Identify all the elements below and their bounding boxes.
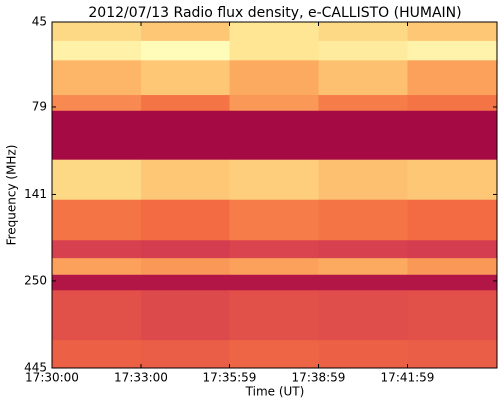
heatmap-cell <box>318 199 409 241</box>
x-tick-label: 17:38:59 <box>292 371 346 385</box>
heatmap-cell <box>141 340 231 369</box>
heatmap-cell <box>141 240 231 259</box>
heatmap-cell <box>52 240 142 259</box>
heatmap-cell <box>52 110 142 161</box>
heatmap-cell <box>407 240 498 259</box>
heatmap-cell <box>141 110 231 161</box>
heatmap-cell <box>407 95 498 112</box>
heatmap-cell <box>141 40 231 61</box>
heatmap-cell <box>52 199 142 241</box>
heatmap-cell <box>52 340 142 369</box>
x-tick-label: 17:41:59 <box>381 371 435 385</box>
heatmap-cell <box>141 95 231 112</box>
heatmap-cell <box>229 60 320 96</box>
heatmap-cell <box>407 199 498 241</box>
heatmap-cell <box>407 40 498 61</box>
heatmap-cell <box>229 290 320 341</box>
heatmap-cell <box>141 258 231 276</box>
heatmap-cell <box>52 159 142 201</box>
heatmap-cell <box>318 110 409 161</box>
heatmap-cell <box>318 159 409 201</box>
y-tick-label: 141 <box>24 187 47 201</box>
heatmap-cell <box>407 290 498 341</box>
heatmap-cell <box>318 22 409 42</box>
heatmap-cell <box>407 274 498 291</box>
heatmap-cell <box>318 290 409 341</box>
x-axis-label: Time (UT) <box>245 385 305 399</box>
heatmap-cell <box>407 60 498 96</box>
chart-title: 2012/07/13 Radio flux density, e-CALLIST… <box>88 5 461 21</box>
heatmap-cell <box>229 22 320 42</box>
heatmap-cell <box>318 274 409 291</box>
heatmap-cell <box>318 258 409 276</box>
heatmap-cell <box>141 159 231 201</box>
plot-frame <box>51 21 498 369</box>
heatmap-cell <box>52 258 142 276</box>
heatmap-cell <box>52 95 142 112</box>
y-tick-label: 445 <box>24 361 47 375</box>
heatmap-cell <box>318 95 409 112</box>
heatmap-cell <box>407 22 498 42</box>
heatmap-cell <box>318 240 409 259</box>
y-tick-label: 250 <box>24 273 47 287</box>
heatmap-cell <box>141 290 231 341</box>
heatmap-cell <box>141 60 231 96</box>
y-tick-label: 45 <box>32 15 47 29</box>
heatmap-cell <box>141 274 231 291</box>
heatmap-cell <box>52 22 142 42</box>
heatmap-cell <box>141 22 231 42</box>
heatmap-cell <box>141 199 231 241</box>
y-tick-label: 79 <box>32 99 47 113</box>
heatmap-cell <box>229 110 320 161</box>
heatmap-cell <box>52 60 142 96</box>
heatmap-cell <box>229 274 320 291</box>
heatmap-cell <box>407 340 498 369</box>
heatmap-cell <box>52 290 142 341</box>
heatmap-cell <box>52 40 142 61</box>
x-tick-label: 17:35:59 <box>203 371 257 385</box>
heatmap-cell <box>229 159 320 201</box>
heatmap-cell <box>407 110 498 161</box>
heatmap-cell <box>229 40 320 61</box>
heatmap-cell <box>229 258 320 276</box>
heatmap-cell <box>407 258 498 276</box>
heatmap-cell <box>318 60 409 96</box>
heatmap-cell <box>318 40 409 61</box>
x-tick-label: 17:30:00 <box>25 371 79 385</box>
heatmap-cell <box>407 159 498 201</box>
heatmap-cell <box>229 95 320 112</box>
heatmap-cell <box>229 240 320 259</box>
heatmap-cell <box>229 340 320 369</box>
heatmap-cell <box>229 199 320 241</box>
heatmap-cell <box>52 274 142 291</box>
x-tick-label: 17:33:00 <box>114 371 168 385</box>
heatmap-cell <box>318 340 409 369</box>
heatmap <box>52 22 498 369</box>
y-axis-label: Frequency (MHz) <box>5 145 19 246</box>
